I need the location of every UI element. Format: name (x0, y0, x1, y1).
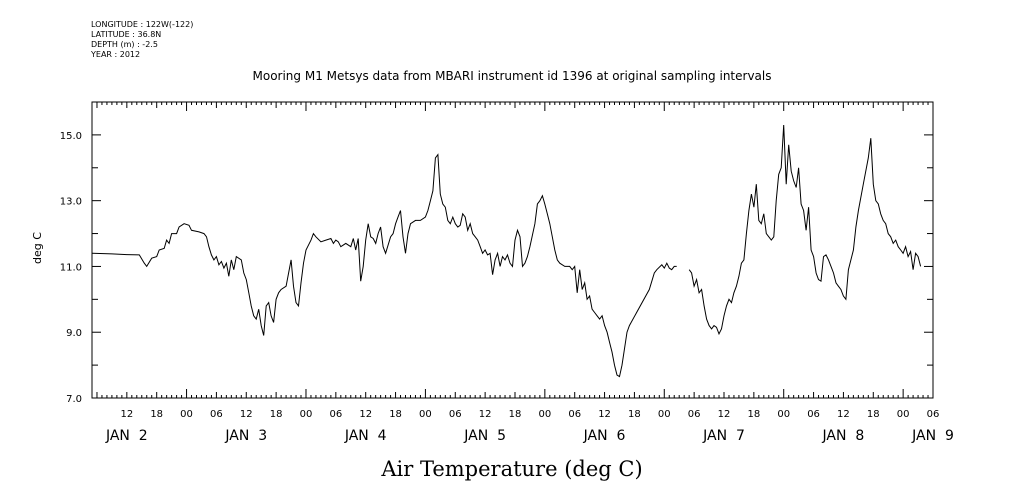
x-axis-tick-labels: 12 18 00 06 12 18 00 06 12 18 00 06 12 18 00 06 12 18 00 06… (105, 409, 954, 444)
x-hour-tick-label: 18 (270, 409, 283, 420)
y-tick-label: 11.0 (60, 262, 82, 273)
x-hour-tick-label: 00 (419, 409, 432, 420)
x-hour-tick-label: 12 (718, 409, 731, 420)
y-tick-label: 15.0 (60, 131, 82, 142)
x-hour-tick-label: 18 (509, 409, 522, 420)
series-line-segment (91, 153, 677, 378)
meta-longitude: LONGITUDE : 122W(-122) (91, 20, 194, 29)
x-date-label: JAN 9 (911, 428, 954, 444)
y-axis-tick-labels: 7.0 9.0 11.0 13.0 15.0 (60, 131, 82, 405)
x-hour-tick-label: 00 (658, 409, 671, 420)
x-hour-tick-label: 06 (927, 409, 940, 420)
y-tick-label: 7.0 (66, 394, 82, 405)
meta-depth: DEPTH (m) : -2.5 (91, 40, 158, 49)
y-tick-label: 9.0 (66, 328, 82, 339)
x-hour-tick-label: 00 (180, 409, 193, 420)
y-tick-label: 13.0 (60, 197, 82, 208)
x-date-label: JAN 3 (224, 428, 267, 444)
plot-frame (91, 101, 934, 399)
meta-latitude: LATITUDE : 36.8N (91, 30, 162, 39)
x-hour-tick-label: 06 (449, 409, 462, 420)
x-hour-tick-label: 06 (210, 409, 223, 420)
x-hour-tick-label: 06 (807, 409, 820, 420)
x-date-label: JAN 6 (583, 428, 626, 444)
x-date-label: JAN 4 (344, 428, 387, 444)
x-hour-tick-label: 12 (598, 409, 611, 420)
meta-year: YEAR : 2012 (91, 50, 141, 59)
x-date-label: JAN 7 (702, 428, 745, 444)
x-hour-tick-label: 12 (240, 409, 253, 420)
x-hour-tick-label: 12 (120, 409, 133, 420)
series-line-segment (688, 124, 922, 336)
series-lines (91, 124, 922, 378)
y-axis-label: deg C (31, 232, 44, 264)
x-hour-tick-label: 18 (150, 409, 163, 420)
x-hour-tick-label: 12 (359, 409, 372, 420)
x-hour-tick-label: 06 (329, 409, 342, 420)
x-hour-tick-label: 00 (777, 409, 790, 420)
x-date-label: JAN 8 (822, 428, 865, 444)
x-hour-tick-label: 18 (389, 409, 402, 420)
x-hour-tick-label: 18 (628, 409, 641, 420)
x-hour-tick-label: 00 (538, 409, 551, 420)
x-hour-tick-label: 00 (300, 409, 313, 420)
x-hour-tick-label: 00 (897, 409, 910, 420)
x-hour-tick-label: 06 (568, 409, 581, 420)
metadata-block: LONGITUDE : 122W(-122) LATITUDE : 36.8N … (91, 20, 193, 60)
chart-title: Mooring M1 Metsys data from MBARI instru… (253, 69, 772, 83)
axis-ticks (91, 101, 934, 399)
x-hour-tick-label: 12 (479, 409, 492, 420)
x-axis-label: Air Temperature (deg C) (380, 457, 642, 481)
x-date-label: JAN 2 (105, 428, 148, 444)
x-date-label: JAN 5 (463, 428, 506, 444)
x-hour-tick-label: 18 (867, 409, 880, 420)
x-hour-tick-label: 18 (747, 409, 760, 420)
x-hour-tick-label: 12 (837, 409, 850, 420)
x-hour-tick-label: 06 (688, 409, 701, 420)
